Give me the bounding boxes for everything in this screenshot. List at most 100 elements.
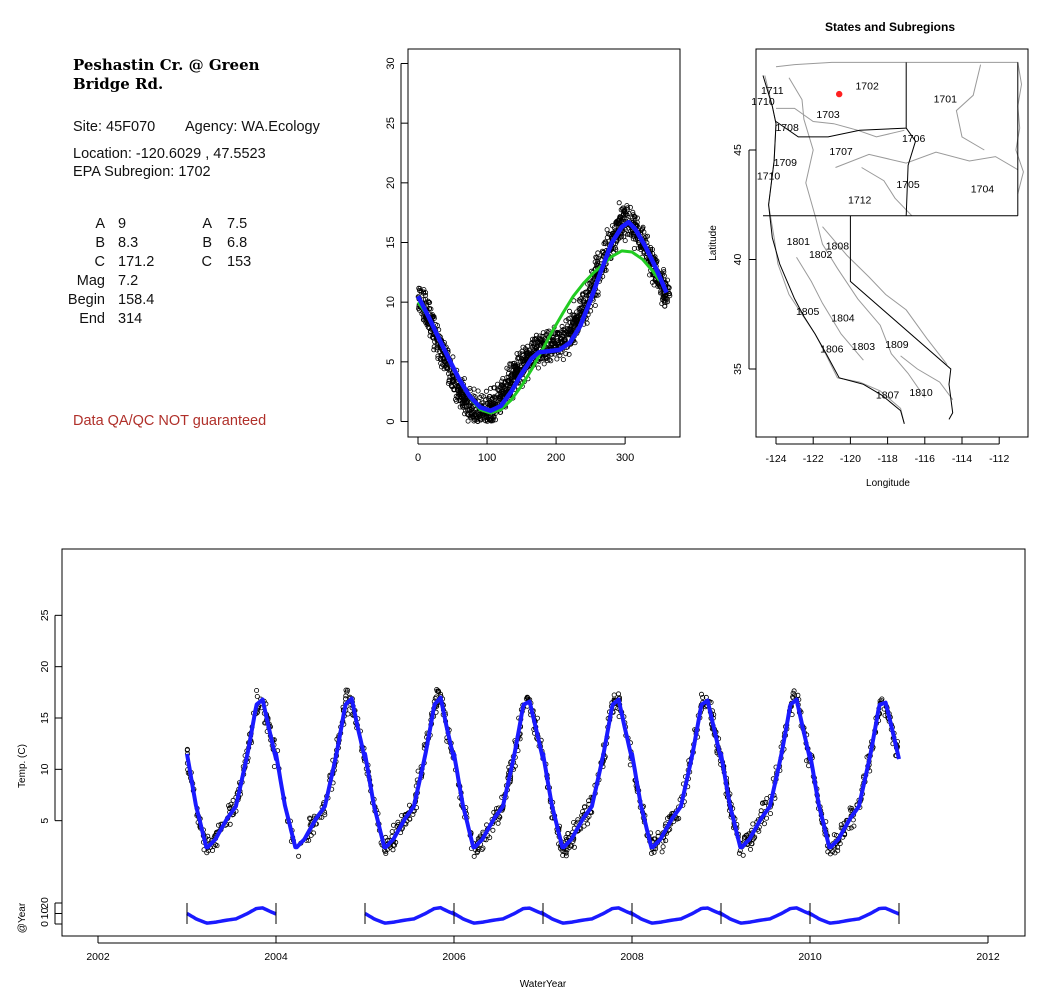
timeseries-data-point — [406, 802, 412, 808]
timeseries-data-point — [571, 844, 577, 850]
seasonal-data-point — [589, 278, 595, 284]
seasonal-fit-lines — [415, 219, 669, 415]
seasonal-data-point — [534, 337, 540, 343]
timeseries-data-point — [582, 804, 588, 810]
region-label-1704: 1704 — [971, 183, 995, 195]
timeseries-data-point — [835, 844, 841, 850]
timeseries-data-point — [611, 692, 617, 698]
snake-subregion-boundary — [835, 151, 1019, 171]
region-label-1707: 1707 — [829, 146, 853, 158]
seasonal-data-point — [456, 384, 462, 390]
timeseries-data-point — [700, 695, 706, 701]
map-frame — [755, 48, 1029, 438]
timeseries-x-tick-label: 2008 — [620, 951, 644, 963]
map-x-tick-label: -114 — [952, 453, 972, 465]
seasonal-data-point — [584, 320, 590, 326]
seasonal-data-point — [488, 402, 494, 408]
seasonal-data-point — [514, 351, 520, 357]
lower-y-tick-label: 0 — [39, 921, 51, 927]
seasonal-data-point — [662, 303, 668, 309]
seasonal-y-tick-label: 15 — [385, 236, 397, 248]
seasonal-data-point — [565, 332, 571, 338]
seasonal-data-point — [506, 374, 512, 380]
seasonal-data-point — [480, 400, 486, 406]
timeseries-data-point — [585, 821, 591, 827]
timeseries-data-point — [226, 803, 232, 809]
basin-subregion-boundary — [822, 226, 948, 365]
seasonal-y-tick-label: 30 — [385, 57, 397, 69]
timeseries-data-point — [383, 851, 389, 857]
region-label-1702: 1702 — [855, 80, 879, 92]
seasonal-data-point — [450, 354, 456, 360]
seasonal-data-point — [618, 214, 624, 220]
seasonal-data-point — [632, 214, 638, 220]
timeseries-data-point — [209, 848, 215, 854]
seasonal-data-point — [447, 374, 453, 380]
param-value-b: 8.3 — [118, 235, 139, 251]
seasonal-data-point — [461, 376, 467, 382]
ca-nv-state-line — [849, 215, 954, 420]
map-x-tick-label: -120 — [840, 453, 861, 465]
timeseries-data-point — [651, 836, 657, 842]
seasonal-data-point — [567, 331, 573, 337]
seasonal-data-point — [592, 259, 598, 265]
seasonal-data-point — [602, 239, 608, 245]
seasonal-data-point — [431, 344, 437, 350]
seasonal-data-point — [661, 266, 667, 272]
timeseries-y-tick-label: 20 — [39, 661, 51, 673]
seasonal-data-point — [611, 225, 617, 231]
seasonal-x-tick-label: 300 — [616, 452, 634, 464]
timeseries-y-tick-label: 15 — [39, 712, 51, 724]
timeseries-data-point — [649, 850, 655, 856]
columbia-subregion-boundary — [776, 107, 905, 138]
timeseries-data-point — [342, 696, 348, 702]
timeseries-data-point — [655, 830, 661, 836]
seasonal-data-point — [533, 332, 539, 338]
seasonal-data-point — [513, 366, 519, 372]
site-id: Site: 45F070 — [73, 119, 156, 135]
region-label-1810: 1810 — [909, 387, 933, 399]
timeseries-data-point — [254, 694, 260, 700]
seasonal-data-point — [473, 409, 479, 415]
seasonal-data-point — [622, 238, 628, 244]
seasonal-data-point — [625, 205, 631, 211]
seasonal-data-point — [524, 352, 530, 358]
seasonal-data-point — [488, 418, 494, 424]
seasonal-data-point — [448, 382, 454, 388]
seasonal-data-point — [510, 360, 516, 366]
seasonal-data-point — [658, 290, 664, 296]
timeseries-data-point — [837, 841, 843, 847]
site-name-line2: Bridge Rd. — [73, 75, 164, 93]
wa-or-state-line — [775, 121, 907, 138]
timeseries-data-point — [480, 845, 486, 851]
seasonal-data-point — [662, 294, 668, 300]
seasonal-data-point — [640, 226, 646, 232]
timeseries-lower-y-label: @Year — [17, 902, 28, 933]
region-label-1709: 1709 — [774, 157, 798, 169]
map-x-tick-label: -122 — [803, 453, 824, 465]
seasonal-data-point — [439, 352, 445, 358]
region-label-1802: 1802 — [809, 249, 833, 261]
site-location-marker — [836, 90, 843, 98]
seasonal-data-point — [539, 339, 545, 345]
timeseries-data-point — [660, 844, 666, 850]
timeseries-data-point — [493, 806, 499, 812]
timeseries-data-point — [586, 798, 592, 804]
seasonal-data-point — [466, 403, 472, 409]
seasonal-data-point — [549, 341, 555, 347]
seasonal-data-point — [423, 290, 429, 296]
timeseries-data-point — [575, 817, 581, 823]
timeseries-y-tick-label: 25 — [39, 609, 51, 621]
seasonal-data-point — [508, 381, 514, 387]
annual-fit-segment — [186, 906, 277, 925]
seasonal-data-point — [475, 388, 481, 394]
seasonal-data-point — [541, 361, 547, 367]
map-region-labels: 1711 170217011710170317081706170717091710… — [751, 80, 994, 401]
seasonal-data-point — [462, 411, 468, 417]
seasonal-data-point — [629, 215, 635, 221]
map-axes: -124 -122 -120 -118 -116 -114 -112 35 40 45 — [732, 144, 1009, 465]
seasonal-data-point — [659, 301, 665, 307]
timeseries-data-point — [831, 832, 837, 838]
seasonal-data-point — [587, 286, 593, 292]
timeseries-data-point — [214, 843, 220, 849]
